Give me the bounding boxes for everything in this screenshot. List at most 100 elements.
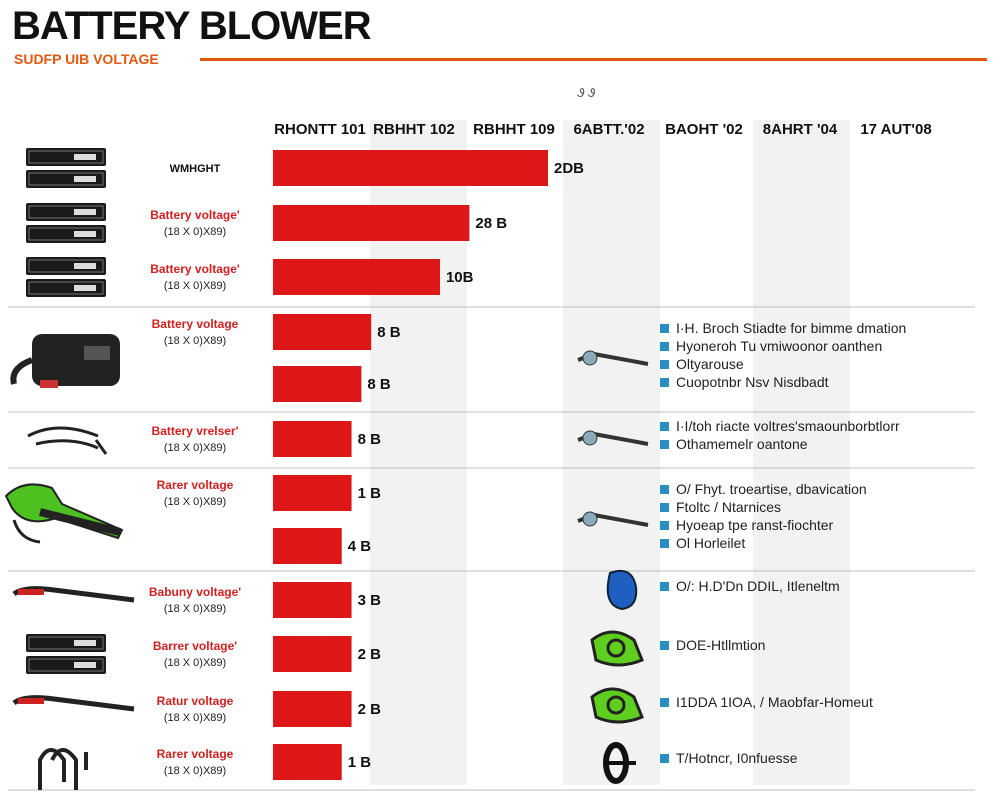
bar (273, 744, 342, 780)
column-headers: RHONTT 101 RBHHT 102 RBHHT 109 6ABTT.'02 BAO… (274, 121, 932, 138)
handheld-blower-icon (4, 483, 124, 544)
category-sublabel: (18 X 0)X89) (164, 280, 226, 292)
column-band (753, 120, 850, 785)
column-band (563, 120, 660, 785)
category-sublabel: (18 X 0)X89) (164, 226, 226, 238)
category-label: Barrer voltage' (153, 639, 237, 653)
bullet-icon (660, 754, 669, 763)
bullet-icon (660, 641, 669, 650)
feature-line: Oltyarouse (676, 356, 744, 372)
value-label: 3 B (358, 592, 382, 609)
column-header: 8AHRT '04 (763, 121, 838, 138)
blower-green-icon (590, 630, 644, 667)
blower-icon (577, 350, 649, 366)
category-icons (4, 148, 135, 790)
feature-line: Hyoneroh Tu vmiwoonor oanthen (676, 338, 882, 354)
value-label: 8 B (358, 431, 382, 448)
ring-icon (603, 742, 636, 784)
feature-line: DOE-Htllmtion (676, 637, 765, 653)
feature-line: I1DDA 1IOA, / Maobfar-Homeut (676, 694, 873, 710)
value-label: 1 B (348, 754, 372, 771)
bar (273, 475, 352, 511)
value-label: 8 B (377, 324, 401, 341)
category-label: Ratur voltage (157, 694, 234, 708)
value-label: 28 B (475, 215, 507, 232)
column-header: BAOHT '02 (665, 121, 743, 138)
category-label: Battery voltage (152, 317, 239, 331)
value-label: 10B (446, 269, 474, 286)
column-bands (370, 120, 850, 785)
bar (273, 259, 440, 295)
category-label: Battery voltage' (150, 262, 240, 276)
category-sublabel: (18 X 0)X89) (164, 712, 226, 724)
bullet-icon (660, 539, 669, 548)
blower-green-icon (590, 687, 644, 724)
bullet-icon (660, 440, 669, 449)
page-subtitle: SUDFP UIB VOLTAGE (14, 51, 159, 67)
value-label: 1 B (358, 485, 382, 502)
battery-pack-icon (26, 634, 106, 674)
bullet-icon (660, 485, 669, 494)
page-title: BATTERY BLOWER (12, 4, 372, 48)
bar (273, 582, 352, 618)
bar (273, 205, 470, 241)
bullet-icon (660, 324, 669, 333)
category-sublabel: (18 X 0)X89) (164, 765, 226, 777)
column-header: 6ABTT.'02 (573, 121, 644, 138)
value-label: 4 B (348, 538, 372, 555)
bullet-icon (660, 521, 669, 530)
blower-icon (577, 430, 649, 446)
category-sublabel: (18 X 0)X89) (164, 603, 226, 615)
blower-icon (577, 511, 649, 527)
feature-panel: I·H. Broch Stiadte for bimme dmation Hyon… (577, 320, 906, 784)
category-label: Rarer voltage (157, 478, 234, 492)
feature-line: Ol Horleilet (676, 535, 745, 551)
value-label: 2 B (358, 646, 382, 663)
category-label: Battery voltage' (150, 208, 240, 222)
backpack-blower-icon (10, 334, 120, 388)
feature-line: Cuopotnbr Nsv Nisdbadt (676, 374, 829, 390)
battery-pack-icon (26, 257, 106, 297)
value-labels: 2DB 28 B 10B 8 B 8 B 8 B 1 B 4 B 3 B 2 B 2 B 1 B (348, 160, 584, 771)
bullet-icon (660, 503, 669, 512)
bar (273, 150, 548, 186)
category-label: Babuny voltage' (149, 585, 241, 599)
category-label: Rarer voltage (157, 747, 234, 761)
feature-line: Othamemelr oantone (676, 436, 808, 452)
bar (273, 691, 352, 727)
bullet-icon (660, 422, 669, 431)
feature-line: T/Hotncr, I0nfuesse (676, 750, 798, 766)
bar (273, 366, 362, 402)
battery-pack-icon (26, 148, 106, 188)
value-label: 2 B (358, 701, 382, 718)
value-label: 2DB (554, 160, 584, 177)
top-marker: Ꮽ Ꮽ (577, 86, 596, 100)
category-sublabel: (18 X 0)X89) (164, 442, 226, 454)
category-label: Battery vrelser' (152, 424, 239, 438)
bullet-icon (660, 582, 669, 591)
blower-tube-icon (12, 586, 135, 603)
bar (273, 636, 352, 672)
bar (273, 314, 372, 350)
value-label: 8 B (367, 376, 391, 393)
battery-pack-icon (26, 203, 106, 243)
charger-cable-icon (38, 748, 88, 790)
row-dividers (8, 306, 975, 791)
title-rule (200, 58, 987, 61)
blower-tube-icon (12, 695, 135, 712)
category-labels: WMHGHT Battery voltage' (18 X 0)X89) Batter… (149, 163, 241, 777)
cord-icon (27, 426, 108, 455)
category-sublabel: (18 X 0)X89) (164, 496, 226, 508)
bullet-icon (660, 698, 669, 707)
bullet-icon (660, 342, 669, 351)
glove-icon (606, 569, 638, 611)
category-sublabel: (18 X 0)X89) (164, 335, 226, 347)
category-label: WMHGHT (170, 163, 221, 175)
column-header: RBHHT 102 (373, 121, 455, 138)
feature-line: Ftoltc / Ntarnices (676, 499, 781, 515)
feature-line: I·H. Broch Stiadte for bimme dmation (676, 320, 906, 336)
bars (273, 150, 548, 780)
feature-line: I·I/toh riacte voltres'smaounborbtlorr (676, 418, 900, 434)
bullet-icon (660, 378, 669, 387)
